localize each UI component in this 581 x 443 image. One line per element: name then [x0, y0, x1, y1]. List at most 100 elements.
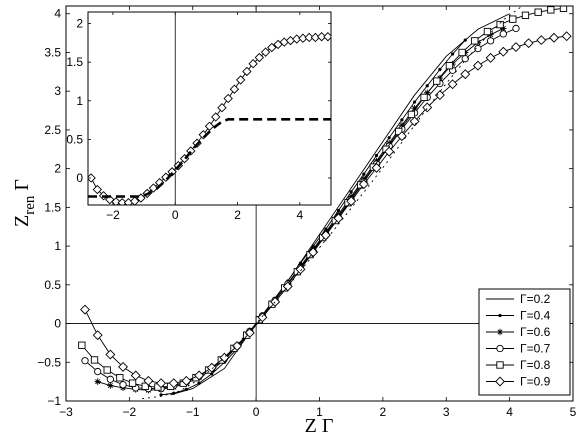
y-tick-label: 0 — [76, 171, 83, 185]
marker-diamond — [472, 60, 483, 71]
marker-square — [433, 77, 441, 85]
marker-circle — [106, 375, 115, 383]
marker-star — [94, 378, 101, 385]
y-axis-title-sub: ren — [22, 195, 38, 215]
marker-diamond — [80, 304, 90, 315]
svg-text:Zren Γ: Zren Γ — [11, 179, 38, 227]
marker-diamond — [316, 32, 327, 42]
marker-diamond — [434, 90, 445, 101]
marker-diamond — [561, 31, 572, 42]
marker-square — [471, 37, 479, 45]
marker-diamond — [295, 264, 306, 275]
marker-square — [103, 366, 111, 374]
marker-diamond — [267, 42, 277, 53]
marker-diamond — [498, 46, 509, 57]
marker-diamond — [422, 102, 433, 113]
x-tick-label: 2 — [234, 208, 241, 222]
y-tick-label: −0.5 — [37, 355, 61, 369]
marker-diamond — [447, 79, 458, 90]
marker-diamond — [257, 312, 268, 323]
x-tick-label: 1 — [316, 405, 323, 419]
marker-square — [128, 379, 137, 387]
marker-dot — [159, 393, 163, 397]
marker-square — [521, 11, 530, 19]
inset-plot-frame — [87, 11, 332, 206]
y-tick-label: 0.5 — [66, 132, 83, 146]
marker-circle — [119, 381, 127, 389]
legend-label: Γ=0.7 — [520, 342, 551, 356]
marker-square — [509, 15, 517, 23]
y-tick-label: 2.5 — [44, 123, 61, 137]
marker-diamond — [536, 35, 547, 46]
legend-item: Γ=0.6 — [486, 325, 551, 339]
marker-diamond — [320, 230, 331, 241]
y-axis-title-suffix: Γ — [11, 179, 33, 196]
marker-star — [500, 25, 507, 32]
marker-square — [407, 110, 416, 119]
series-Γ=0.2 — [170, 13, 510, 396]
marker-diamond — [396, 131, 407, 142]
marker-dot — [438, 67, 442, 72]
legend-item: Γ=0.4 — [486, 309, 551, 323]
x-tick-label: −1 — [186, 405, 200, 419]
marker-diamond — [308, 247, 319, 258]
marker-square — [445, 61, 454, 70]
marker-diamond — [523, 38, 534, 49]
y-tick-label: 3.5 — [44, 45, 61, 59]
legend-label: Γ=0.9 — [520, 375, 551, 389]
series-line — [88, 118, 331, 198]
marker-dot — [197, 381, 201, 385]
legend-item: Γ=0.9 — [486, 375, 551, 389]
marker-circle — [474, 44, 482, 53]
y-tick-label: 2 — [76, 17, 83, 31]
marker-square — [496, 20, 504, 29]
marker-dot — [425, 84, 429, 88]
marker-diamond — [229, 84, 240, 94]
marker-square — [534, 8, 542, 16]
marker-circle — [499, 30, 507, 38]
marker-diamond — [143, 375, 154, 386]
marker-diamond — [358, 179, 369, 190]
legend-item: Γ=0.7 — [486, 342, 551, 356]
marker-square — [458, 48, 466, 57]
series-unnamed-1 — [88, 118, 331, 198]
marker-circle — [512, 24, 520, 33]
marker-diamond — [223, 93, 233, 104]
marker-diamond — [130, 196, 140, 205]
marker-diamond — [260, 47, 271, 57]
marker-diamond — [244, 327, 255, 338]
series-Γ=0.8 — [78, 6, 568, 391]
marker-diamond — [235, 75, 246, 85]
y-tick-label: 4 — [54, 7, 61, 21]
y-tick-label: 1 — [54, 239, 61, 253]
marker-diamond — [333, 213, 344, 224]
marker-square — [483, 27, 492, 36]
marker-square — [420, 93, 428, 102]
x-tick-label: −2 — [123, 405, 137, 419]
marker-star — [411, 105, 418, 112]
y-tick-label: 1 — [76, 94, 83, 108]
marker-dot — [412, 100, 417, 104]
legend: Γ=0.2 Γ=0.4 Γ=0.6 Γ=0.7 Γ=0.8 Γ=0.9 — [478, 288, 571, 396]
marker-diamond — [232, 341, 243, 351]
y-tick-label: 2 — [54, 162, 61, 176]
x-tick-label: 2 — [380, 405, 387, 419]
marker-circle — [81, 357, 89, 365]
marker-square — [547, 6, 555, 14]
series-line — [170, 13, 510, 396]
main-series-group — [78, 6, 572, 400]
marker-star — [496, 328, 504, 336]
x-tick-label: −3 — [59, 405, 73, 419]
marker-star — [398, 122, 406, 129]
marker-diamond — [204, 121, 215, 131]
marker-diamond — [248, 59, 258, 69]
series-unnamed-0 — [88, 32, 331, 205]
marker-circle — [486, 37, 495, 45]
legend-box — [478, 288, 571, 396]
marker-diamond — [384, 146, 395, 157]
y-tick-label: 1.5 — [44, 200, 61, 214]
marker-diamond — [167, 167, 177, 177]
marker-diamond — [118, 361, 128, 372]
y-tick-label: −1 — [47, 394, 61, 408]
